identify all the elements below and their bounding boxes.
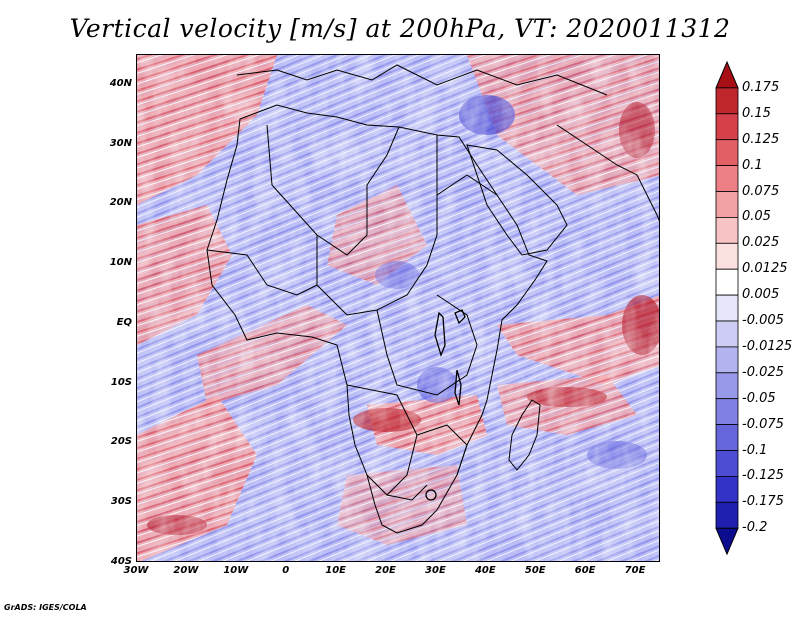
colorbar-swatch xyxy=(715,216,739,244)
lon-tick-label: 60E xyxy=(574,565,596,576)
colorbar-swatch xyxy=(715,320,739,348)
colorbar-label: 0.0125 xyxy=(742,261,788,277)
colorbar-label: 0.15 xyxy=(742,105,771,121)
colorbar-swatch xyxy=(715,398,739,426)
colorbar-swatch xyxy=(715,501,739,529)
lon-tick-label: 40E xyxy=(474,565,496,576)
colorbar-label: 0.075 xyxy=(742,183,780,199)
colorbar-label: 0.025 xyxy=(742,235,780,251)
credit-text: GrADS: IGES/COLA xyxy=(4,603,87,612)
colorbar-swatch xyxy=(715,113,739,141)
colorbar-swatch xyxy=(715,372,739,400)
colorbar-swatch xyxy=(715,475,739,503)
colorbar-swatch xyxy=(715,165,739,192)
coastlines xyxy=(206,64,659,534)
map-plot-area xyxy=(136,54,660,562)
lon-tick-label: 70E xyxy=(624,565,646,576)
lat-tick-label: 40S xyxy=(110,556,132,567)
lat-tick-label: 10S xyxy=(110,376,132,388)
colorbar-max-triangle xyxy=(715,60,739,89)
colorbar-min-triangle xyxy=(715,527,739,556)
colorbar-label: -0.125 xyxy=(742,468,784,484)
lon-tick-label: 20W xyxy=(173,565,199,576)
colorbar-label: -0.175 xyxy=(742,494,784,510)
lat-tick-label: EQ xyxy=(116,316,132,328)
lat-tick-label: 40N xyxy=(109,77,132,89)
colorbar-label: -0.05 xyxy=(742,390,776,406)
colorbar-swatch xyxy=(715,87,739,115)
colorbar-swatch xyxy=(715,450,739,477)
colorbar-label: -0.2 xyxy=(742,520,768,536)
colorbar-label: -0.025 xyxy=(742,364,784,380)
lat-tick-label: 30S xyxy=(110,496,132,508)
lat-tick-label: 20S xyxy=(110,436,132,448)
colorbar-swatch xyxy=(715,139,739,166)
colorbar-swatch xyxy=(715,346,739,374)
lat-tick-label: 20N xyxy=(109,197,132,209)
colorbar-swatch xyxy=(715,268,739,296)
colorbar-label: -0.0125 xyxy=(742,338,793,354)
colorbar-label: -0.075 xyxy=(742,416,784,432)
lon-tick-label: 50E xyxy=(524,565,546,576)
lon-tick-label: 10W xyxy=(223,565,249,576)
colorbar-label: 0.005 xyxy=(742,287,780,303)
colorbar-label: -0.1 xyxy=(742,442,768,458)
lon-tick-label: 0 xyxy=(282,565,290,576)
lon-tick-label: 10E xyxy=(325,565,346,576)
colorbar-label: -0.005 xyxy=(742,313,784,328)
lat-tick-label: 30N xyxy=(109,137,132,149)
lat-tick-label: 10N xyxy=(109,257,132,269)
colorbar-swatch xyxy=(715,242,739,270)
colorbar-label: 0.125 xyxy=(742,131,780,147)
vertical-velocity-field xyxy=(137,55,659,561)
colorbar-label: 0.05 xyxy=(742,209,771,225)
colorbar-swatch xyxy=(715,424,739,451)
colorbar-label: 0.1 xyxy=(742,157,763,173)
colorbar xyxy=(715,60,739,556)
colorbar-label: 0.175 xyxy=(742,79,780,95)
colorbar-swatch xyxy=(715,191,739,218)
lon-tick-label: 30W xyxy=(123,565,149,576)
colorbar-swatch xyxy=(715,294,739,322)
lon-tick-label: 20E xyxy=(375,565,396,576)
lon-tick-label: 30E xyxy=(425,565,446,576)
chart-title: Vertical velocity [m/s] at 200hPa, VT: 2… xyxy=(69,14,731,43)
